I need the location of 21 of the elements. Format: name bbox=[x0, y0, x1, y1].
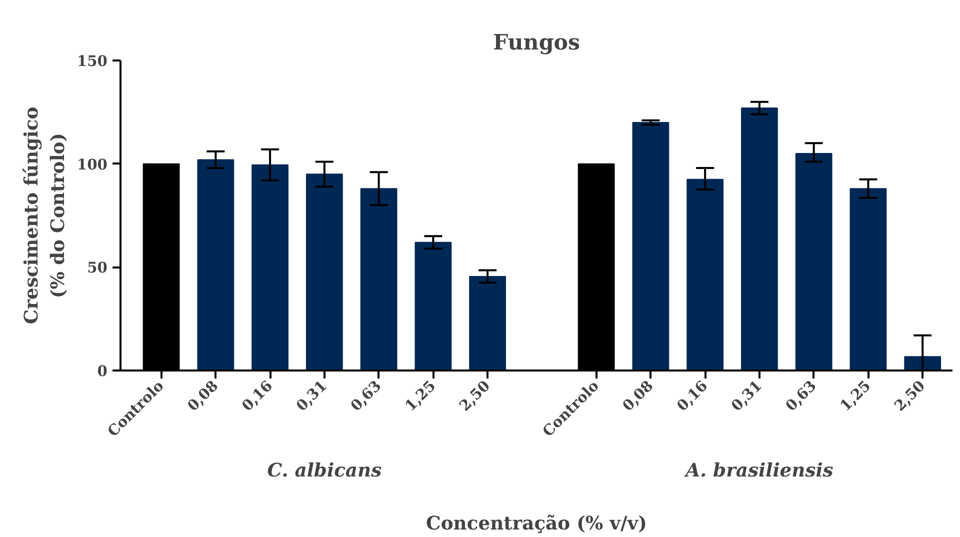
bar bbox=[795, 153, 832, 370]
bar bbox=[632, 122, 670, 370]
y-tick-label: 150 bbox=[76, 53, 108, 70]
chart-title: Fungos bbox=[493, 30, 580, 56]
text: C. albicans bbox=[267, 460, 382, 482]
bar bbox=[469, 276, 506, 370]
bar bbox=[904, 356, 942, 370]
x-axis-title: Concentração (% v/v) bbox=[426, 512, 647, 534]
y-axis-title: Crescimento fúngico (% do Controlo) bbox=[20, 106, 69, 324]
bar bbox=[686, 178, 724, 370]
bar bbox=[414, 242, 452, 370]
bar bbox=[252, 164, 288, 370]
bar bbox=[197, 159, 234, 370]
y-tick-label: 50 bbox=[87, 260, 108, 277]
bar bbox=[360, 188, 398, 370]
y-tick-label: 0 bbox=[97, 363, 108, 380]
bar bbox=[306, 174, 343, 370]
y-tick-label: 100 bbox=[76, 156, 108, 174]
text: A. brasiliensis bbox=[684, 460, 834, 482]
bar bbox=[741, 108, 778, 370]
bar bbox=[850, 188, 887, 370]
